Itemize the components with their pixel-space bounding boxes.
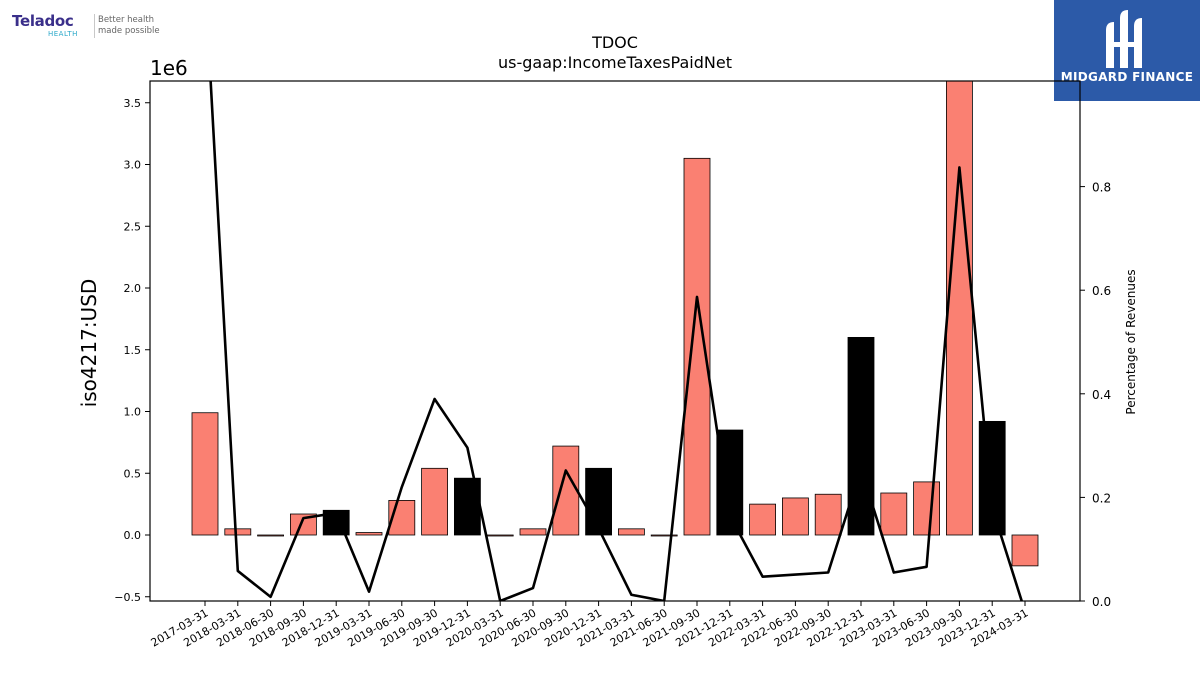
bar-2023-06-30: [913, 481, 940, 536]
teladoc-logo-sub: HEALTH: [48, 30, 78, 38]
line-group: [209, 81, 1024, 601]
midgard-mark-icon: [1106, 10, 1142, 68]
y2-tick-label: 0.8: [1092, 181, 1111, 195]
y2-axis-label: Percentage of Revenues: [1124, 269, 1138, 414]
midgard-logo-name: MIDGARD FINANCE: [1060, 70, 1194, 84]
y-tick-label: 3.0: [124, 159, 142, 172]
bar-2017-03-31: [191, 412, 219, 536]
y-tick-label: 1.5: [124, 344, 142, 357]
bar-2024-03-31: [1011, 534, 1039, 567]
bar-2020-09-30: [552, 445, 580, 536]
bar-2021-06-30: [650, 534, 678, 537]
bar-2019-03-31: [355, 532, 383, 536]
bar-2020-06-30: [519, 528, 547, 536]
revenue-share-line: [209, 81, 1024, 601]
y2-tick-label: 0.2: [1092, 491, 1111, 505]
y-tick-label: −0.5: [114, 591, 141, 604]
plot-frame: [149, 80, 1081, 602]
bar-2023-09-30: [946, 81, 973, 536]
y-tick-label: 0.5: [124, 467, 142, 480]
y-tick-label: 2.5: [124, 220, 142, 233]
bar-2022-12-31: [847, 336, 875, 536]
bars-group: [191, 81, 1039, 567]
teladoc-logo: Teladoc HEALTH Better health made possib…: [10, 10, 180, 42]
y-tick-label: 0.0: [124, 529, 142, 542]
bar-2018-09-30: [289, 513, 317, 536]
bar-2021-12-31: [716, 429, 744, 536]
bar-2023-03-31: [880, 492, 908, 536]
bar-2022-06-30: [782, 497, 809, 536]
y-axis-label: iso4217:USD: [77, 279, 101, 408]
bar-2021-03-31: [618, 528, 645, 536]
bar-2020-12-31: [585, 467, 612, 536]
bar-2022-03-31: [749, 503, 776, 536]
midgard-finance-logo: MIDGARD FINANCE: [1054, 0, 1200, 101]
logo-divider: [94, 14, 95, 38]
y2-tick-label: 0.0: [1092, 595, 1111, 609]
bar-2018-06-30: [257, 534, 285, 537]
bar-2020-03-31: [486, 534, 514, 537]
teladoc-logo-tagline: Better health made possible: [98, 15, 160, 36]
y-tick-label: 2.0: [124, 282, 142, 295]
bar-2022-09-30: [814, 493, 842, 536]
y2-tick-label: 0.4: [1092, 388, 1111, 402]
chart-title: TDOC: [591, 33, 638, 52]
y2-tick-label: 0.6: [1092, 284, 1111, 298]
bar-2019-09-30: [421, 467, 449, 536]
bar-2021-09-30: [683, 157, 711, 536]
chart-subtitle: us-gaap:IncomeTaxesPaidNet: [498, 53, 732, 72]
y-tick-label: 3.5: [124, 97, 142, 110]
teladoc-logo-name: Teladoc: [12, 12, 74, 30]
bar-2018-03-31: [224, 528, 252, 536]
y-offset-label: 1e6: [150, 56, 188, 80]
y-tick-label: 1.0: [124, 406, 142, 419]
bar-2023-12-31: [978, 420, 1006, 536]
